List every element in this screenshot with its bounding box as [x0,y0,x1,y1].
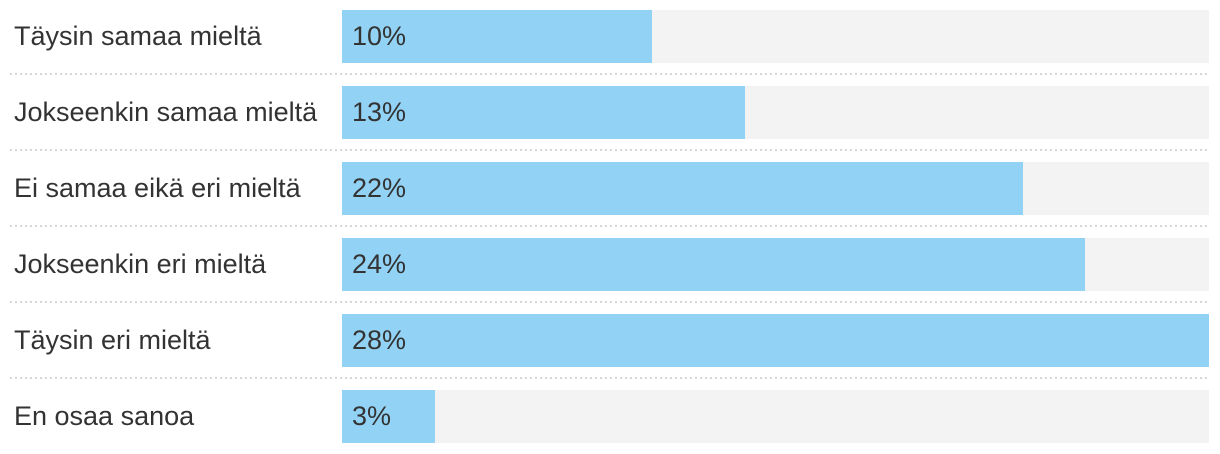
dotted-divider [10,377,1210,379]
chart-row: Täysin samaa mieltä 10% [0,10,1220,63]
row-separator [0,291,1220,314]
category-label: Täysin samaa mieltä [14,21,262,51]
bar: 22% [342,162,1024,215]
dotted-divider [10,301,1210,303]
chart-row: Jokseenkin eri mieltä 24% [0,238,1220,291]
dotted-divider [10,73,1210,75]
dotted-divider [10,149,1210,151]
category-label: Jokseenkin eri mieltä [14,249,267,279]
bar-track: 10% [342,10,1209,63]
bar-value-label: 13% [352,97,407,127]
chart-row: Jokseenkin samaa mieltä 13% [0,86,1220,139]
bar-track: 24% [342,238,1209,291]
category-label: Jokseenkin samaa mieltä [14,97,318,127]
dotted-divider [10,225,1210,227]
chart-row: Ei samaa eikä eri mieltä 22% [0,162,1220,215]
bar-value-label: 22% [352,173,407,203]
bar-value-label: 3% [352,401,392,431]
bar-track: 28% [342,314,1209,367]
survey-bar-chart: Täysin samaa mieltä 10% Jokseenkin samaa… [0,10,1220,443]
bar: 13% [342,86,745,139]
row-separator [0,63,1220,86]
bar-track: 3% [342,390,1209,443]
chart-row: Täysin eri mieltä 28% [0,314,1220,367]
bar-value-label: 10% [352,21,407,51]
category-label: Ei samaa eikä eri mieltä [14,173,301,203]
bar-track: 22% [342,162,1209,215]
row-separator [0,139,1220,162]
bar-value-label: 28% [352,325,407,355]
bar: 28% [342,314,1209,367]
bar-value-label: 24% [352,249,407,279]
category-label: Täysin eri mieltä [14,325,211,355]
bar: 3% [342,390,435,443]
bar-track: 13% [342,86,1209,139]
category-label: En osaa sanoa [14,401,195,431]
bar: 24% [342,238,1086,291]
row-separator [0,215,1220,238]
chart-row: En osaa sanoa 3% [0,390,1220,443]
bar: 10% [342,10,652,63]
row-separator [0,367,1220,390]
